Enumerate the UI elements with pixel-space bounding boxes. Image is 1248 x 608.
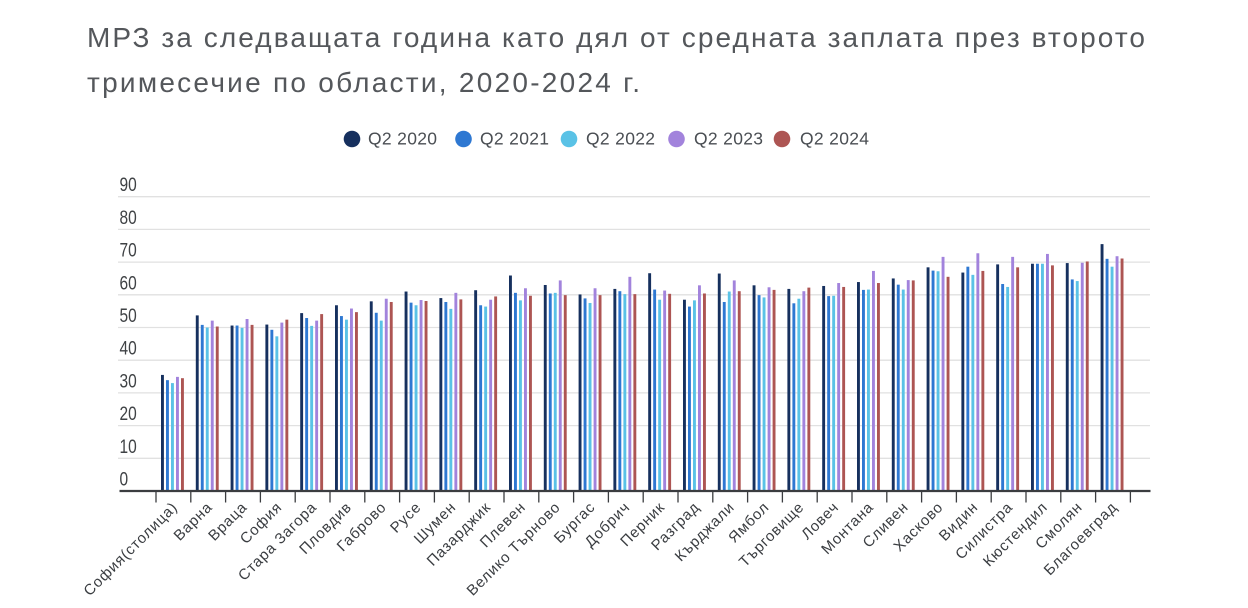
svg-text:20: 20 [120,403,137,425]
svg-text:Q2 2021: Q2 2021 [480,129,549,149]
svg-text:тримесечие по области, 2020-20: тримесечие по области, 2020-2024 г. [87,67,640,98]
svg-text:40: 40 [120,338,137,360]
svg-text:80: 80 [120,207,137,229]
svg-text:70: 70 [120,240,137,262]
svg-text:Q2 2020: Q2 2020 [368,129,437,149]
svg-text:Q2 2022: Q2 2022 [586,129,655,149]
svg-text:0: 0 [120,469,129,491]
svg-text:30: 30 [120,370,137,392]
svg-text:10: 10 [120,436,137,458]
svg-text:Q2 2023: Q2 2023 [694,129,763,149]
svg-text:София(столица): София(столица) [80,499,181,600]
svg-text:50: 50 [120,305,137,327]
svg-text:МРЗ за следващата година като: МРЗ за следващата година като дял от сре… [87,22,1145,53]
svg-text:90: 90 [120,174,137,196]
svg-text:60: 60 [120,272,137,294]
svg-text:Q2 2024: Q2 2024 [800,129,869,149]
